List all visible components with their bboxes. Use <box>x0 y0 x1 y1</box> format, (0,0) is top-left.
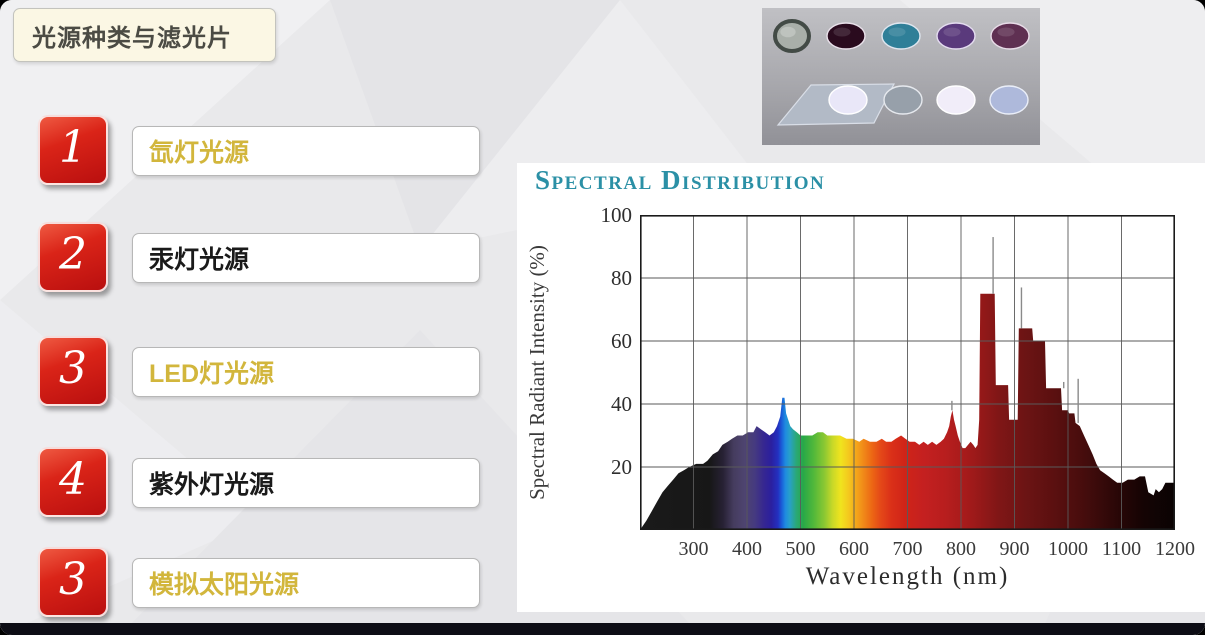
list-item: 3 模拟太阳光源 <box>38 547 498 619</box>
filter-disc <box>826 22 866 50</box>
x-tick-label: 600 <box>839 538 869 560</box>
item-label: 汞灯光源 <box>149 246 250 274</box>
item-number-badge: 4 <box>38 447 108 517</box>
item-label-box: LED灯光源 <box>132 347 480 397</box>
item-number: 3 <box>59 343 87 394</box>
footer-bar <box>0 623 1205 635</box>
filter-disc <box>881 22 921 50</box>
item-number: 4 <box>59 454 87 505</box>
y-tick-label: 40 <box>611 392 632 416</box>
filter-disc <box>989 85 1029 115</box>
item-label: LED灯光源 <box>149 360 275 388</box>
x-tick-label: 300 <box>678 538 709 560</box>
chart-panel: Spectral Distribution Spectral Radiant I… <box>517 163 1205 612</box>
y-axis-label: Spectral Radiant Intensity (%) <box>524 245 549 500</box>
item-number-badge: 3 <box>38 547 108 617</box>
item-label: 模拟太阳光源 <box>149 571 300 599</box>
y-tick-label: 100 <box>600 203 633 227</box>
x-tick-label: 500 <box>785 538 816 560</box>
filter-disc <box>828 85 868 115</box>
item-label-box: 汞灯光源 <box>132 233 480 283</box>
filter-disc <box>883 85 923 115</box>
x-tick-label: 900 <box>999 538 1030 560</box>
item-number: 2 <box>59 229 87 280</box>
item-number-badge: 3 <box>38 336 108 406</box>
filter-disc <box>990 22 1030 50</box>
item-label-box: 紫外灯光源 <box>132 458 480 508</box>
x-tick-label: 400 <box>732 538 762 560</box>
y-axis-label-wrap: Spectral Radiant Intensity (%) <box>521 215 553 530</box>
list-item: 4 紫外灯光源 <box>38 447 498 519</box>
item-label-box: 氙灯光源 <box>132 126 480 176</box>
filters-image <box>773 19 1030 126</box>
item-number: 1 <box>59 122 87 173</box>
list-item: 1 氙灯光源 <box>38 115 498 187</box>
x-tick-label: 700 <box>892 538 923 560</box>
page-title: 光源种类与滤光片 <box>32 24 232 52</box>
filter-disc <box>936 85 976 115</box>
filter-disc <box>936 22 976 50</box>
plot-area <box>640 214 1176 530</box>
x-axis-label: Wavelength (nm) <box>805 563 1010 590</box>
filters-photo <box>762 8 1040 145</box>
item-number-badge: 2 <box>38 222 108 292</box>
spectral-plot <box>640 214 1176 530</box>
list-item: 2 汞灯光源 <box>38 222 498 294</box>
x-tick-label: 1000 <box>1048 538 1088 560</box>
item-number: 3 <box>59 554 87 605</box>
spectrum-area <box>640 293 1175 530</box>
x-tick-label: 1100 <box>1101 538 1142 560</box>
item-label-box: 模拟太阳光源 <box>132 558 480 608</box>
item-label: 氙灯光源 <box>149 139 250 167</box>
item-number-badge: 1 <box>38 115 108 185</box>
item-label: 紫外灯光源 <box>149 471 275 499</box>
y-tick-label: 60 <box>611 329 632 353</box>
y-tick-label: 80 <box>611 266 632 290</box>
filter-disc <box>773 19 811 53</box>
title-box: 光源种类与滤光片 <box>13 8 276 62</box>
x-tick-label: 800 <box>946 538 976 560</box>
chart-title: Spectral Distribution <box>535 165 826 195</box>
x-tick-label: 1200 <box>1155 538 1195 560</box>
plot-border <box>640 215 1176 530</box>
list-item: 3 LED灯光源 <box>38 336 498 408</box>
y-tick-label: 20 <box>611 455 632 479</box>
